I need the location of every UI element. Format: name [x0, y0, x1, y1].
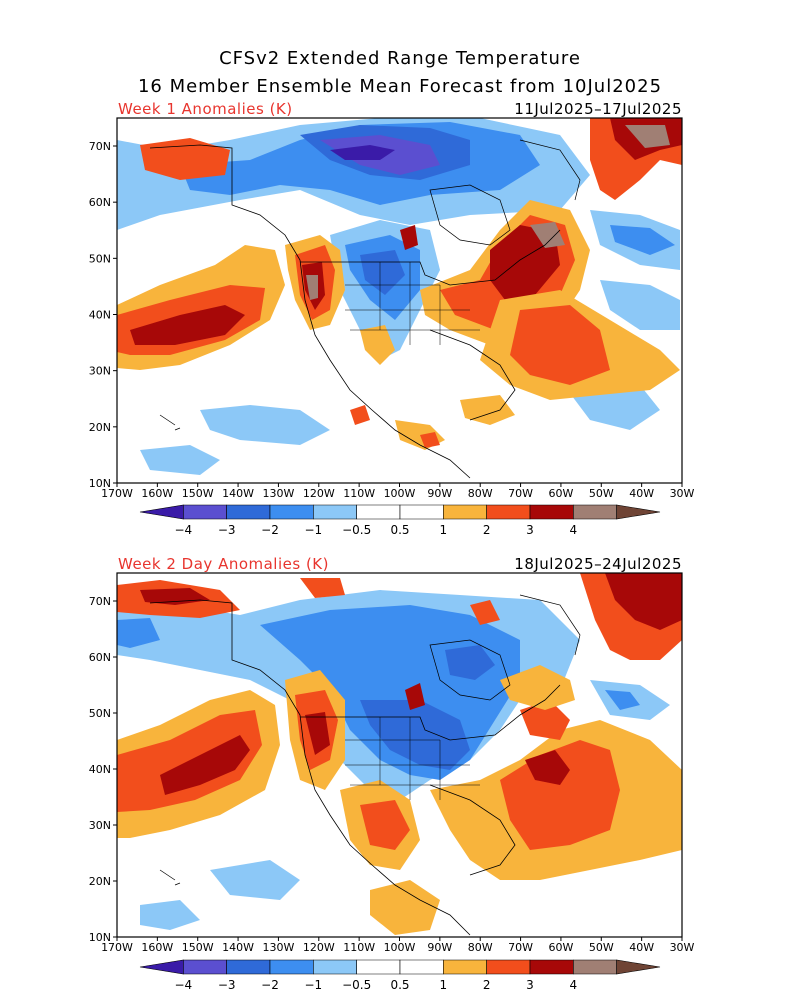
colorbar-swatch: [443, 959, 487, 975]
lat-label: 70N: [89, 595, 111, 608]
lon-label: 110W: [343, 941, 375, 954]
title-line-2: 16 Member Ensemble Mean Forecast from 10…: [137, 76, 663, 97]
lon-label: 50W: [589, 941, 614, 954]
lon-label: 170W: [101, 941, 133, 954]
lon-label: 120W: [303, 487, 335, 500]
colorbar-swatch: [139, 959, 184, 975]
colorbar-swatch: [443, 504, 487, 520]
colorbar-label: 4: [570, 523, 578, 537]
lon-label: 140W: [222, 487, 254, 500]
week2-dates: 18Jul2025–24Jul2025: [514, 555, 682, 573]
lon-label: 30W: [670, 941, 695, 954]
colorbar-label: 1: [440, 523, 448, 537]
title-line-1: CFSv2 Extended Range Temperature: [219, 48, 581, 69]
lat-label: 10N: [89, 477, 111, 490]
lon-label: 80W: [468, 487, 493, 500]
lon-label: 60W: [548, 487, 573, 500]
lon-label: 130W: [262, 487, 294, 500]
lon-label: 30W: [670, 487, 695, 500]
colorbar-swatch: [399, 504, 444, 520]
colorbar-label: 2: [483, 523, 491, 537]
colorbar-label: 0.5: [390, 978, 409, 992]
colorbar-label: 3: [526, 978, 534, 992]
lat-label: 30N: [89, 819, 111, 832]
week2-label: Week 2 Day Anomalies (K): [118, 555, 329, 573]
colorbar-label: −4: [174, 523, 192, 537]
colorbar-swatch: [313, 959, 357, 975]
lon-label: 70W: [508, 487, 533, 500]
lat-label: 60N: [89, 651, 111, 664]
lon-label: 110W: [343, 487, 375, 500]
lon-label: 80W: [468, 941, 493, 954]
lon-label: 50W: [589, 487, 614, 500]
colorbar-swatch: [226, 959, 271, 975]
week1-label: Week 1 Anomalies (K): [118, 100, 293, 118]
week2-map: [116, 572, 683, 938]
colorbar-swatch: [139, 504, 184, 520]
lat-label: 60N: [89, 196, 111, 209]
colorbar-label: −3: [218, 523, 236, 537]
colorbar-label: −2: [261, 978, 279, 992]
colorbar-label: 1: [440, 978, 448, 992]
lon-label: 120W: [303, 941, 335, 954]
colorbar-swatch: [529, 959, 574, 975]
colorbar-label: 0.5: [390, 523, 409, 537]
lat-label: 20N: [89, 421, 111, 434]
colorbar-label: −3: [218, 978, 236, 992]
lon-label: 40W: [629, 487, 654, 500]
lon-label: 100W: [384, 941, 416, 954]
colorbars: −4 −3 −2 −1 −0.5 0.5 1 2 3 4 −4 −3 −2 −1 −0.5 0.5 1 2 3 4: [139, 504, 661, 992]
lat-label: 40N: [89, 309, 111, 322]
colorbar-swatch: [486, 959, 531, 975]
lat-label: 30N: [89, 365, 111, 378]
colorbar-swatch: [356, 959, 401, 975]
lon-label: 90W: [427, 487, 452, 500]
colorbar-label: 2: [483, 978, 491, 992]
lon-label: 170W: [101, 487, 133, 500]
colorbar-swatch: [269, 504, 314, 520]
colorbar-label: 3: [526, 523, 534, 537]
colorbar-label: −1: [304, 523, 322, 537]
colorbar-label: −2: [261, 523, 279, 537]
week1-dates: 11Jul2025–17Jul2025: [514, 100, 682, 118]
colorbar-swatch: [573, 959, 617, 975]
lon-label: 60W: [548, 941, 573, 954]
colorbar-label: −1: [304, 978, 322, 992]
colorbar-swatch: [486, 504, 531, 520]
lon-label: 150W: [182, 487, 214, 500]
colorbar-label: −0.5: [342, 523, 371, 537]
colorbar-swatch: [356, 504, 401, 520]
colorbar-swatch: [183, 504, 227, 520]
colorbar-label: −0.5: [342, 978, 371, 992]
colorbar-label: 4: [570, 978, 578, 992]
lon-label: 130W: [262, 941, 294, 954]
lon-label: 160W: [141, 487, 173, 500]
lon-label: 150W: [182, 941, 214, 954]
lon-label: 90W: [427, 941, 452, 954]
lat-label: 40N: [89, 763, 111, 776]
colorbar-swatch: [529, 504, 574, 520]
lat-label: 10N: [89, 931, 111, 944]
colorbar-swatch: [616, 959, 661, 975]
colorbar-swatch: [269, 959, 314, 975]
lat-label: 20N: [89, 875, 111, 888]
colorbar-swatch: [226, 504, 271, 520]
colorbar-swatch: [616, 504, 661, 520]
lon-label: 140W: [222, 941, 254, 954]
colorbar-swatch: [573, 504, 617, 520]
colorbar-swatch: [183, 959, 227, 975]
lon-label: 70W: [508, 941, 533, 954]
week1-map: [116, 117, 683, 484]
colorbar-swatch: [313, 504, 357, 520]
lon-label: 40W: [629, 941, 654, 954]
lon-label: 160W: [141, 941, 173, 954]
lat-label: 50N: [89, 707, 111, 720]
colorbar-swatch: [399, 959, 444, 975]
lat-label: 50N: [89, 252, 111, 265]
lon-label: 100W: [384, 487, 416, 500]
lat-label: 70N: [89, 140, 111, 153]
colorbar-label: −4: [174, 978, 192, 992]
